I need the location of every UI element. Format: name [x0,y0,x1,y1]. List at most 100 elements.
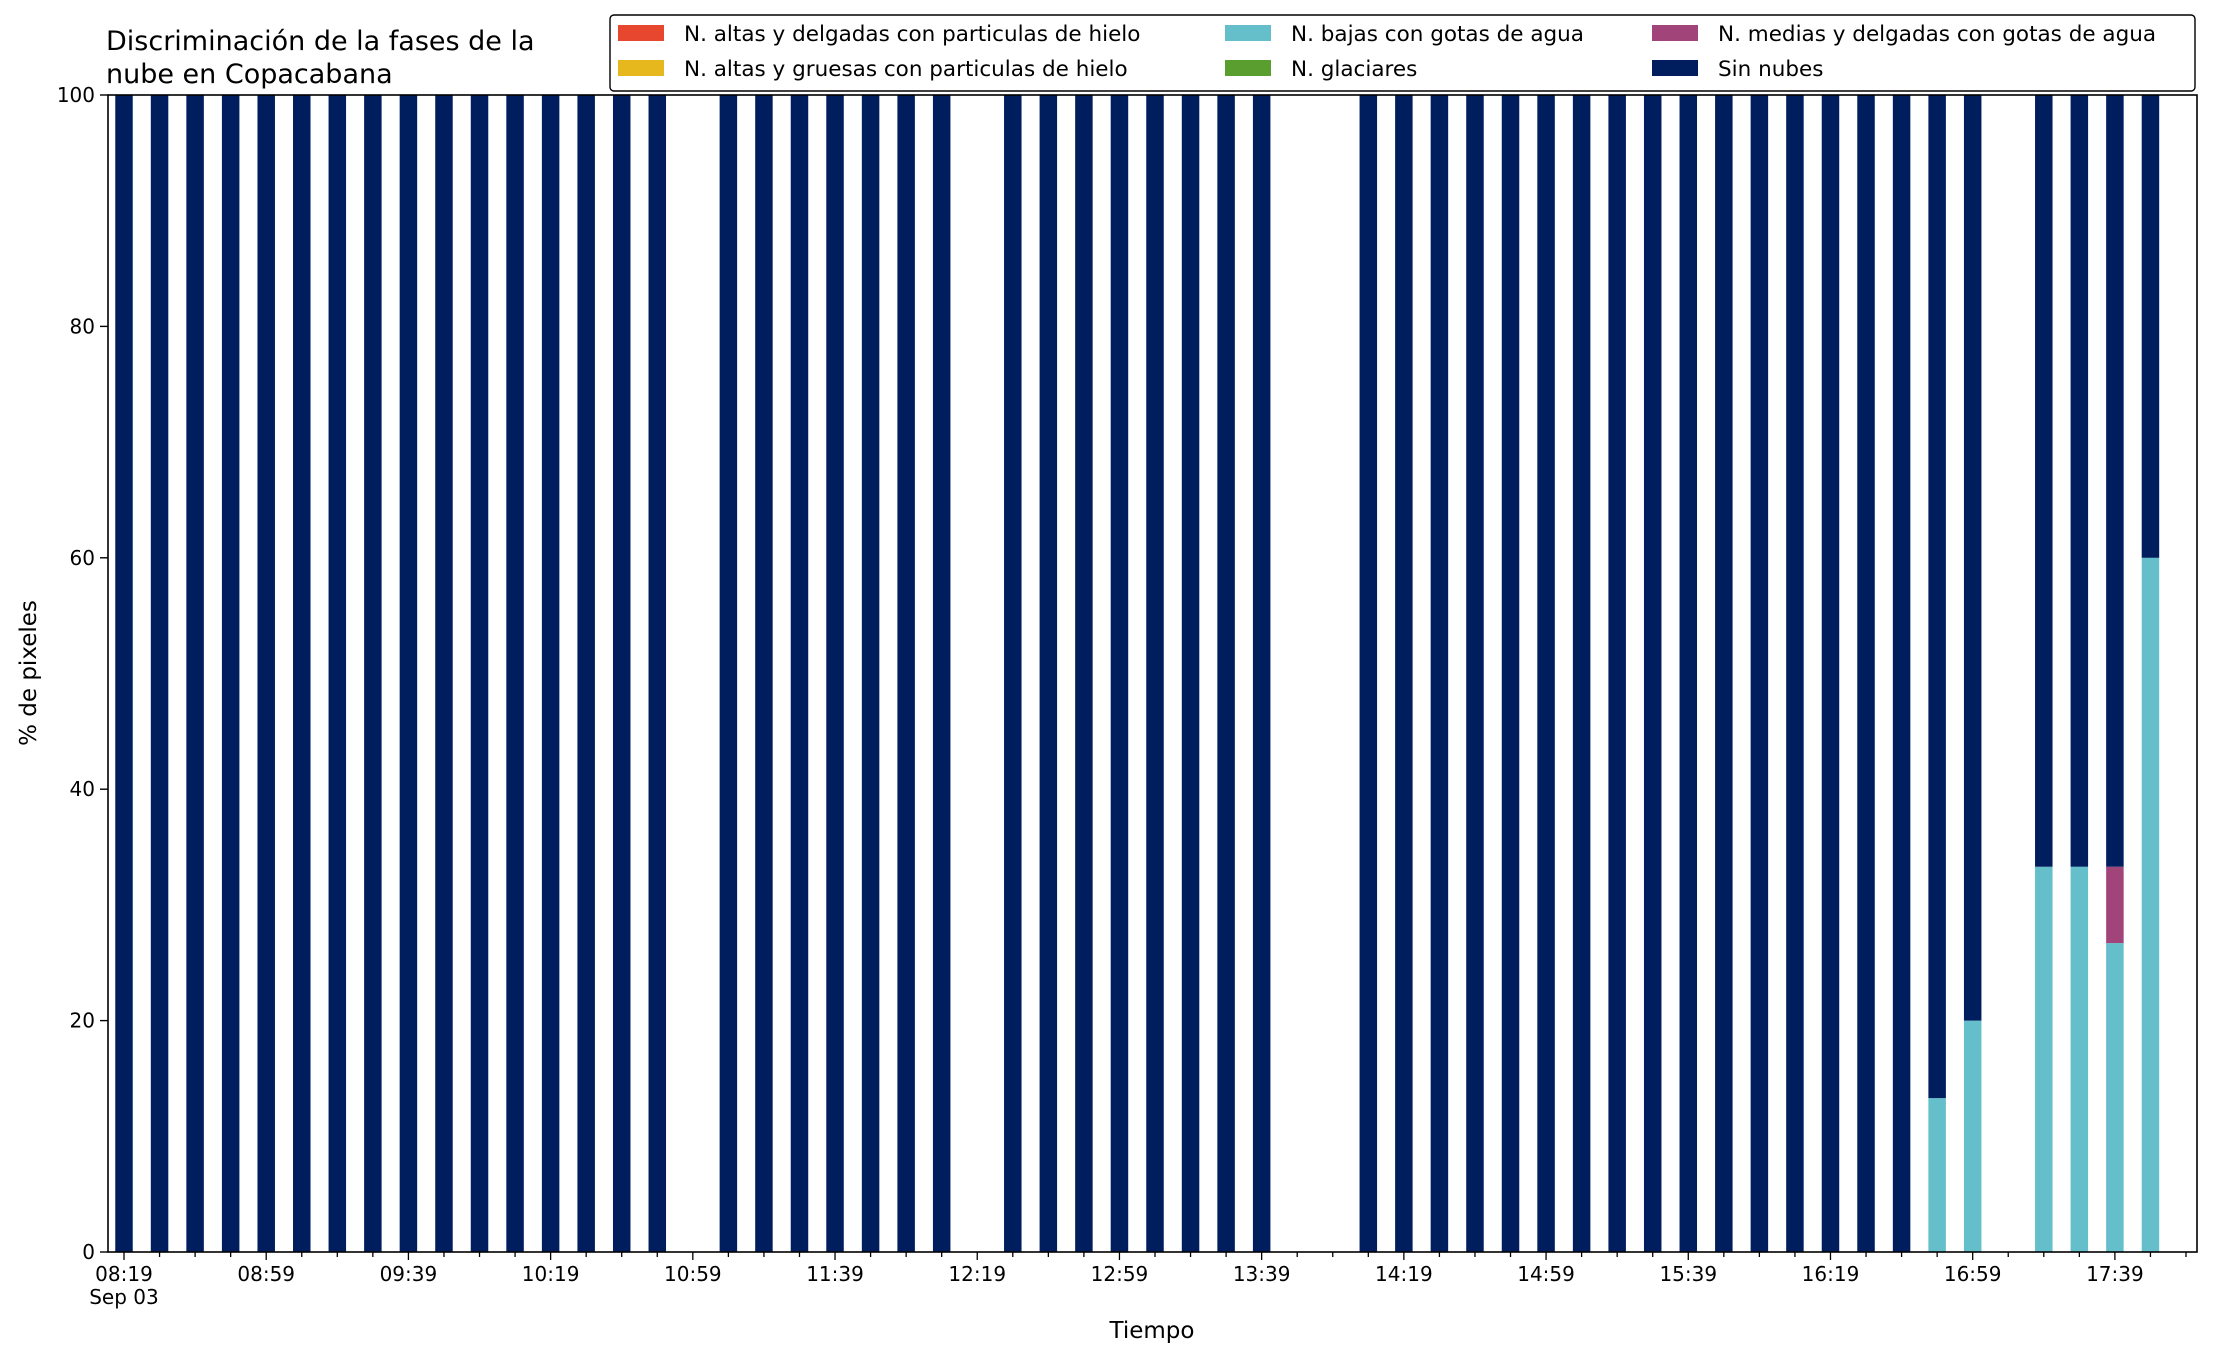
y-tick-label: 100 [57,83,95,107]
bar-segment-20-series-5 [861,95,880,1252]
bar-segment-35-series-5 [1501,95,1520,1252]
bar-segment-50-series-2 [2070,866,2089,1252]
legend-swatch [1652,25,1698,41]
bar-segment-12-series-5 [541,95,560,1252]
x-tick-label: 17:39 [2086,1262,2144,1286]
y-axis: 0 20 40 60 80 100 [57,83,108,1264]
bar-segment-46-series-5 [1892,95,1911,1252]
bar-segment-31-series-5 [1359,95,1378,1252]
bar-segment-16-series-5 [719,95,738,1252]
bar-segment-30-series-5 [1252,95,1271,1252]
bar-segment-10-series-5 [470,95,489,1252]
bar-segment-3-series-5 [221,95,240,1252]
bar-segment-1-series-5 [150,95,169,1252]
legend-label: N. medias y delgadas con gotas de agua [1718,22,2156,47]
bar-segment-24-series-5 [1039,95,1058,1252]
bar-segment-47-series-2 [1928,1098,1946,1252]
legend: N. altas y delgadas con particulas de hi… [609,14,2196,92]
bar-segment-18-series-5 [790,95,809,1252]
bar-segment-52-series-5 [2141,95,2160,558]
x-tick-label: 12:59 [1091,1262,1149,1286]
x-tick-label: 11:39 [806,1262,864,1286]
bar-segment-5-series-5 [293,95,311,1252]
bar-segment-38-series-5 [1608,95,1626,1252]
legend-label: N. altas y delgadas con particulas de hi… [684,22,1140,47]
plot-frame [107,94,2198,1253]
x-date-label: Sep 03 [89,1285,159,1309]
bar-segment-15-series-5 [648,95,667,1252]
bar-segment-19-series-5 [826,95,844,1252]
y-tick-label: 60 [70,546,95,570]
x-tick-label: 12:19 [948,1262,1006,1286]
bar-segment-23-series-5 [1004,95,1022,1252]
x-tick-label: 16:59 [1944,1262,2002,1286]
x-tick-label: 16:19 [1802,1262,1860,1286]
bar-segment-45-series-5 [1857,95,1875,1252]
x-tick-label: 08:19 [95,1262,153,1286]
y-tick-label: 40 [70,777,95,801]
legend-frame [609,14,2196,92]
bar-segment-48-series-2 [1963,1020,1982,1252]
bar-segment-22-series-5 [932,95,951,1252]
bar-segment-40-series-5 [1679,95,1698,1252]
bar-segment-2-series-5 [186,95,204,1252]
legend-label: N. bajas con gotas de agua [1291,22,1584,47]
bar-segment-47-series-5 [1928,95,1946,1099]
legend-label: N. altas y gruesas con particulas de hie… [684,57,1128,82]
legend-swatch [618,25,664,41]
chart-title: Discriminación de la fases de la nube en… [106,26,535,90]
chart-title-line-2: nube en Copacabana [106,59,393,90]
bar-segment-21-series-5 [897,95,915,1252]
bar-segment-50-series-5 [2070,95,2089,867]
legend-swatch [618,60,664,76]
bar-segment-9-series-5 [435,95,453,1252]
bar-segment-37-series-5 [1572,95,1591,1252]
x-tick-label: 10:59 [664,1262,722,1286]
legend-swatch [1225,25,1271,41]
bar-segment-39-series-5 [1643,95,1662,1252]
bar-segment-11-series-5 [506,95,524,1252]
bar-segment-36-series-5 [1537,95,1555,1252]
x-tick-label: 09:39 [380,1262,438,1286]
bar-segment-51-series-5 [2106,95,2124,867]
x-tick-label: 13:39 [1233,1262,1291,1286]
bar-segment-48-series-5 [1963,95,1982,1021]
bar-segment-26-series-5 [1110,95,1129,1252]
bar-segment-52-series-2 [2141,557,2160,1252]
bar-segment-8-series-5 [399,95,418,1252]
bars-layer [115,95,2160,1252]
bar-segment-27-series-5 [1146,95,1164,1252]
y-tick-label: 80 [70,314,95,338]
bar-segment-42-series-5 [1750,95,1769,1252]
x-tick-label: 15:39 [1659,1262,1717,1286]
bar-segment-49-series-2 [2035,866,2053,1252]
bar-segment-0-series-5 [115,95,133,1252]
bar-segment-33-series-5 [1430,95,1449,1252]
bar-segment-32-series-5 [1395,95,1413,1252]
x-tick-label: 14:19 [1375,1262,1433,1286]
legend-label: Sin nubes [1718,57,1823,82]
legend-swatch [1225,60,1271,76]
bar-segment-43-series-5 [1786,95,1804,1252]
chart-title-line-1: Discriminación de la fases de la [106,26,535,57]
x-axis-label: Tiempo [1109,1318,1195,1344]
bar-segment-6-series-5 [328,95,347,1252]
bar-segment-7-series-5 [364,95,382,1252]
x-tick-label: 08:59 [237,1262,295,1286]
x-tick-label: 10:19 [522,1262,580,1286]
y-tick-label: 0 [82,1240,95,1264]
bar-segment-51-series-4 [2106,866,2124,944]
legend-label: N. glaciares [1291,57,1417,82]
bar-segment-4-series-5 [257,95,275,1252]
bar-segment-17-series-5 [755,95,773,1252]
bar-segment-51-series-2 [2106,943,2124,1252]
y-tick-label: 20 [70,1009,95,1033]
y-axis-label: % de pixeles [16,600,42,746]
bar-segment-49-series-5 [2035,95,2053,867]
bar-segment-14-series-5 [612,95,631,1252]
bar-segment-41-series-5 [1715,95,1733,1252]
bar-segment-34-series-5 [1466,95,1484,1252]
bar-segment-29-series-5 [1217,95,1235,1252]
